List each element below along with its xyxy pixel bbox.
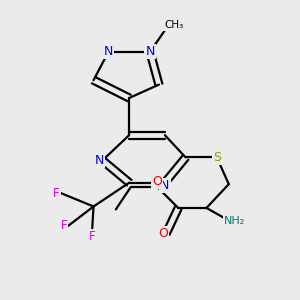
Text: CH₃: CH₃	[164, 20, 183, 30]
Text: N: N	[145, 45, 155, 58]
Text: F: F	[53, 187, 60, 200]
Text: O: O	[158, 227, 168, 240]
Text: NH₂: NH₂	[224, 216, 245, 226]
Text: O: O	[152, 175, 162, 188]
Text: N: N	[160, 179, 170, 192]
Text: F: F	[61, 219, 67, 232]
Text: N: N	[95, 154, 104, 167]
Text: N: N	[104, 45, 113, 58]
Text: F: F	[89, 230, 95, 243]
Text: S: S	[213, 151, 221, 164]
